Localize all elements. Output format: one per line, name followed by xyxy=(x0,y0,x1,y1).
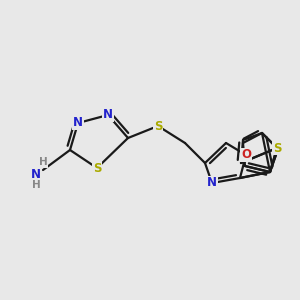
Text: H: H xyxy=(39,157,47,167)
Text: N: N xyxy=(103,109,113,122)
Text: S: S xyxy=(273,142,281,154)
Text: O: O xyxy=(241,148,251,161)
Text: N: N xyxy=(31,167,41,181)
Text: N: N xyxy=(73,116,83,130)
Text: S: S xyxy=(154,119,162,133)
Text: N: N xyxy=(207,176,217,190)
Text: H: H xyxy=(32,180,40,190)
Text: S: S xyxy=(93,161,101,175)
